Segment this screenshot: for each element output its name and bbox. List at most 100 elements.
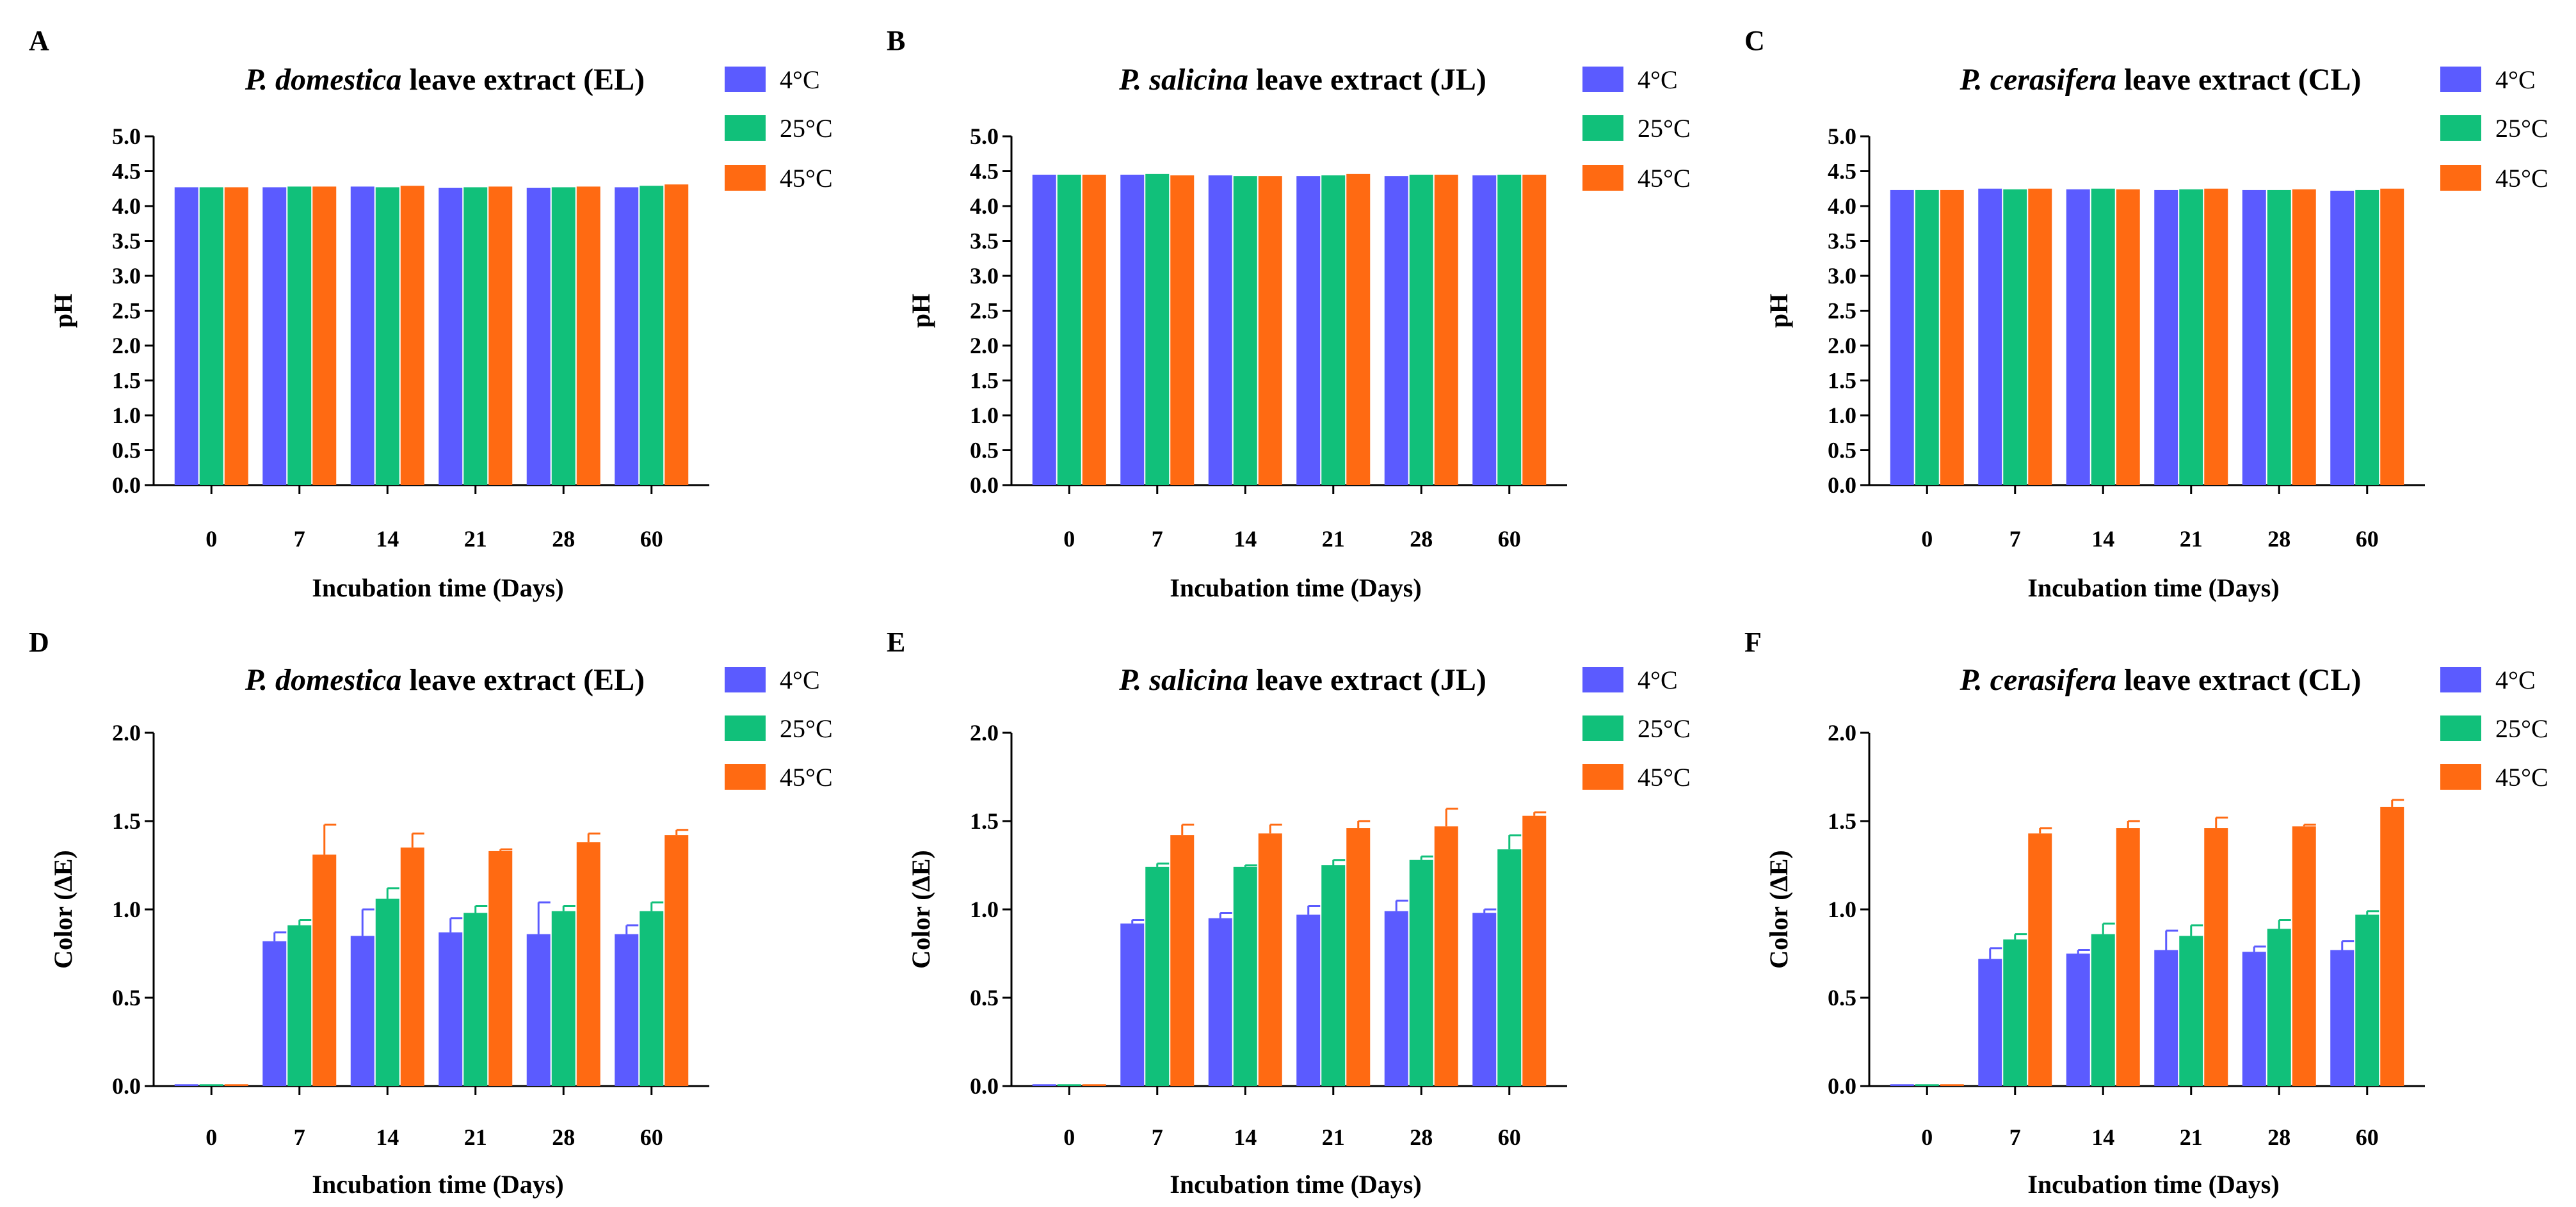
y-tick-label: 4.0 bbox=[1828, 193, 1856, 219]
y-tick-label: 3.5 bbox=[970, 228, 999, 254]
y-tick-label: 0.5 bbox=[1828, 438, 1856, 463]
chart-title: P. salicina leave extract (JL) bbox=[1118, 63, 1486, 97]
chart-panel-c: C P. cerasifera leave extract (CL) 0.0 0.5 1… bbox=[1744, 25, 2548, 602]
bar-b-45c-day-28 bbox=[1434, 174, 1458, 485]
y-tick-label: 0.5 bbox=[970, 438, 999, 463]
legend-label: 4°C bbox=[780, 65, 820, 94]
bar-c-45c-day-21 bbox=[2204, 188, 2228, 485]
bar-a-25c-day-14 bbox=[375, 187, 399, 485]
x-tick-label: 60 bbox=[640, 526, 663, 552]
bar-f-4c-day-21 bbox=[2154, 950, 2178, 1086]
legend-swatch bbox=[2440, 67, 2481, 92]
bar-f-25c-day-7 bbox=[2003, 939, 2027, 1086]
bar-f-25c-day-21 bbox=[2179, 936, 2203, 1086]
legend-label: 45°C bbox=[780, 763, 833, 792]
x-tick-label: 0 bbox=[1063, 1124, 1075, 1150]
y-tick-label: 2.0 bbox=[112, 333, 141, 358]
bar-f-4c-day-7 bbox=[1978, 959, 2002, 1086]
legend-swatch bbox=[1582, 165, 1623, 191]
legend-swatch bbox=[1582, 67, 1623, 92]
bar-b-45c-day-0 bbox=[1082, 174, 1106, 485]
bar-b-4c-day-0 bbox=[1032, 174, 1056, 485]
bar-a-25c-day-28 bbox=[551, 187, 576, 485]
bar-b-4c-day-7 bbox=[1120, 174, 1145, 485]
bar-e-25c-day-14 bbox=[1233, 867, 1257, 1086]
title-species: P. domestica bbox=[245, 63, 401, 97]
bar-e-4c-day-14 bbox=[1208, 918, 1232, 1086]
bar-d-4c-day-60 bbox=[615, 934, 639, 1086]
chart-panel-f: F P. cerasifera leave extract (CL) 0.0 0.5 1… bbox=[1744, 627, 2548, 1199]
x-axis-label: Incubation time (Days) bbox=[2027, 1170, 2279, 1199]
legend-label: 25°C bbox=[2495, 714, 2548, 743]
bar-e-45c-day-21 bbox=[1346, 828, 1371, 1086]
x-tick-label: 60 bbox=[2356, 526, 2379, 552]
bar-f-25c-day-28 bbox=[2267, 929, 2291, 1086]
y-tick-label: 5.0 bbox=[112, 124, 141, 149]
legend-swatch bbox=[725, 165, 766, 191]
y-tick-label: 3.0 bbox=[112, 263, 141, 289]
bar-c-4c-day-14 bbox=[2066, 189, 2090, 485]
chart-title: P. domestica leave extract (EL) bbox=[245, 663, 645, 697]
y-tick-label: 3.5 bbox=[112, 228, 141, 254]
title-rest: leave extract (JL) bbox=[1248, 663, 1486, 697]
bar-c-25c-day-0 bbox=[1915, 189, 1939, 485]
y-tick-label: 4.5 bbox=[112, 159, 141, 184]
x-tick-label: 7 bbox=[1152, 526, 1163, 552]
y-axis-label: pH bbox=[1764, 294, 1793, 328]
x-tick-label: 7 bbox=[294, 526, 305, 552]
legend-swatch bbox=[725, 67, 766, 92]
bar-c-4c-day-7 bbox=[1978, 188, 2002, 485]
x-axis-label: Incubation time (Days) bbox=[1170, 573, 1421, 602]
chart-title: P. salicina leave extract (JL) bbox=[1118, 663, 1486, 697]
bar-d-4c-day-28 bbox=[526, 934, 551, 1086]
x-tick-label: 14 bbox=[376, 1124, 399, 1150]
bar-b-25c-day-21 bbox=[1321, 175, 1346, 485]
x-tick-label: 28 bbox=[2267, 526, 2290, 552]
bar-a-45c-day-14 bbox=[400, 186, 424, 485]
bar-c-4c-day-0 bbox=[1890, 189, 1914, 485]
y-tick-label: 0.0 bbox=[1828, 472, 1856, 498]
bar-c-45c-day-28 bbox=[2292, 189, 2316, 485]
bar-c-25c-day-7 bbox=[2003, 189, 2027, 485]
bar-e-4c-day-7 bbox=[1120, 923, 1145, 1086]
y-tick-label: 1.5 bbox=[112, 808, 141, 834]
legend-label: 25°C bbox=[2495, 114, 2548, 143]
bar-a-25c-day-7 bbox=[287, 186, 312, 485]
legend-label: 4°C bbox=[780, 666, 820, 694]
bar-a-4c-day-7 bbox=[262, 187, 287, 485]
bar-e-45c-day-60 bbox=[1522, 815, 1547, 1086]
panel-letter: E bbox=[887, 627, 905, 658]
x-tick-label: 28 bbox=[1410, 1124, 1433, 1150]
bar-f-45c-day-0 bbox=[1940, 1084, 1964, 1086]
bar-c-4c-day-60 bbox=[2330, 191, 2355, 485]
x-tick-label: 14 bbox=[376, 526, 399, 552]
y-tick-label: 4.5 bbox=[970, 159, 999, 184]
y-tick-label: 0.5 bbox=[1828, 985, 1856, 1011]
legend-label: 25°C bbox=[780, 714, 833, 743]
y-tick-label: 0.0 bbox=[970, 472, 999, 498]
bar-c-25c-day-60 bbox=[2355, 189, 2379, 485]
chart-title: P. cerasifera leave extract (CL) bbox=[1960, 663, 2362, 697]
x-tick-label: 0 bbox=[205, 526, 217, 552]
x-axis-label: Incubation time (Days) bbox=[312, 573, 563, 602]
chart-panel-e: E P. salicina leave extract (JL) 0.0 0.5 1.0… bbox=[887, 627, 1691, 1199]
y-tick-label: 0.0 bbox=[112, 1073, 141, 1099]
legend-swatch bbox=[725, 715, 766, 741]
x-tick-label: 60 bbox=[1498, 1124, 1521, 1150]
bar-f-4c-day-0 bbox=[1890, 1084, 1914, 1086]
chart-title: P. domestica leave extract (EL) bbox=[245, 63, 645, 97]
bar-f-45c-day-14 bbox=[2116, 828, 2140, 1086]
bar-b-4c-day-21 bbox=[1296, 176, 1321, 485]
bar-e-25c-day-28 bbox=[1409, 859, 1433, 1086]
bar-c-4c-day-28 bbox=[2242, 189, 2266, 485]
bar-c-25c-day-21 bbox=[2179, 189, 2203, 485]
title-rest: leave extract (JL) bbox=[1248, 63, 1486, 97]
panel-letter: A bbox=[29, 25, 49, 56]
bar-f-45c-day-21 bbox=[2204, 828, 2228, 1086]
y-tick-label: 2.0 bbox=[1828, 333, 1856, 358]
y-axis-label: pH bbox=[906, 294, 935, 328]
x-axis-label: Incubation time (Days) bbox=[312, 1170, 563, 1199]
x-axis-label: Incubation time (Days) bbox=[2027, 573, 2279, 602]
y-tick-label: 1.0 bbox=[112, 403, 141, 428]
bar-b-4c-day-60 bbox=[1472, 175, 1497, 485]
